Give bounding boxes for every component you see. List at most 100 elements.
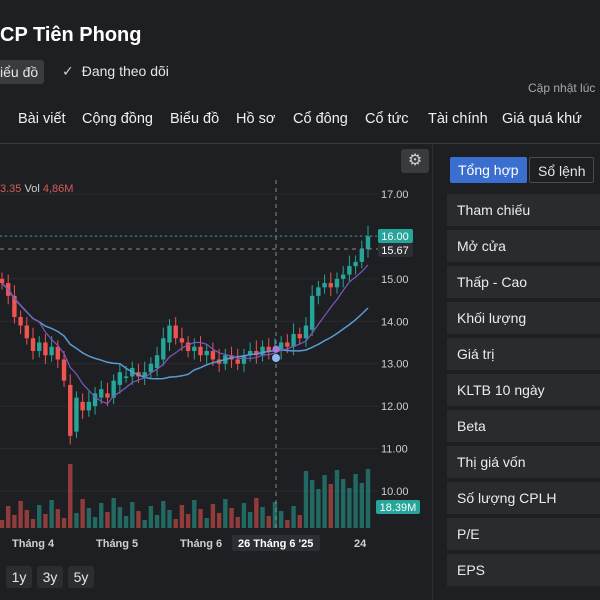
x-label-april: Tháng 4 [12, 538, 55, 550]
volume-bar [309, 480, 315, 528]
nav-item-profile[interactable]: Hồ sơ [236, 111, 276, 127]
volume-tag: 18.39M [376, 500, 420, 514]
svg-text:16.00: 16.00 [381, 231, 409, 243]
candle-body [55, 346, 61, 360]
volume-bar [43, 514, 48, 528]
y-tick-label: 11.00 [381, 444, 408, 456]
volume-bar [105, 512, 110, 528]
nav-item-price-history[interactable]: Giá quá khứ [502, 111, 582, 127]
ma-fast-line [1, 264, 369, 405]
volume-bar [216, 513, 222, 528]
y-tick-label: 13.00 [381, 359, 409, 371]
candle-body [18, 317, 23, 326]
range-1y-button[interactable]: 1y [6, 566, 32, 588]
volume-bar [192, 500, 197, 528]
volume-bar [359, 483, 364, 528]
volume-bar [61, 518, 67, 528]
volume-bar [241, 503, 247, 528]
candle-body [0, 278, 5, 284]
candle-body [340, 274, 346, 279]
summary-row-market-cap: Thị giá vốn [447, 446, 600, 478]
candle-body [254, 350, 259, 356]
volume-bar [303, 471, 309, 528]
candle-body [247, 350, 253, 356]
volume-bar [99, 503, 104, 528]
volume-bar [278, 511, 284, 528]
y-tick-label: 10.00 [381, 486, 409, 498]
volume-bar [204, 518, 209, 528]
legend-vol-value: 4,86M [42, 183, 74, 195]
volume-bar [117, 507, 123, 528]
volume-bar [260, 507, 265, 528]
nav-item-dividends[interactable]: Cổ tức [365, 111, 409, 127]
candle-body [43, 342, 48, 356]
candle-body [30, 338, 36, 351]
summary-row-low-high: Thấp - Cao [447, 266, 600, 298]
volume-bar [68, 464, 73, 528]
x-label-may: Tháng 5 [96, 538, 138, 550]
candle-body [241, 355, 247, 364]
nav-item-community[interactable]: Cộng đồng [82, 111, 153, 127]
candle-body [266, 346, 271, 351]
x-label-24: 24 [354, 538, 367, 550]
volume-bar [161, 501, 166, 528]
summary-row-eps: EPS [447, 554, 600, 586]
candle-body [92, 393, 98, 407]
volume-bar [229, 508, 234, 528]
volume-bar [198, 509, 203, 528]
ma-slow-line [1, 282, 369, 380]
volume-bar [6, 506, 11, 528]
candle-body [24, 325, 30, 339]
candle-body [365, 236, 371, 250]
volume-bar [173, 519, 178, 528]
candle-body [179, 338, 185, 343]
range-5y-button[interactable]: 5y [68, 566, 94, 588]
candle-body [167, 325, 172, 343]
range-3y-button[interactable]: 3y [37, 566, 63, 588]
volume-bar [74, 513, 79, 528]
volume-bar [328, 484, 333, 528]
nav-item-chart[interactable]: Biểu đồ [170, 111, 220, 127]
candle-body [80, 401, 85, 411]
volume-bar [24, 510, 30, 528]
price-chart-panel[interactable]: 17.00 15.00 14.00 13.00 12.00 11.00 10.00 16.0… [0, 144, 432, 600]
summary-row-avg-volume: KLTB 10 ngày [447, 374, 600, 406]
nav-item-shareholders[interactable]: Cổ đông [293, 111, 348, 127]
candle-body [61, 359, 67, 381]
candle-body [204, 350, 209, 356]
stock-title: CP Tiên Phong [0, 24, 142, 46]
legend-price: 3.35 [0, 183, 22, 195]
candle-body [291, 334, 296, 347]
volume-bar [365, 469, 371, 528]
volume-bar [266, 516, 271, 528]
candle-body [142, 372, 147, 377]
tab-summary[interactable]: Tổng hợp [450, 157, 527, 183]
volume-bar [123, 516, 129, 528]
candle-body [37, 342, 42, 351]
volume-bar [18, 501, 23, 528]
candle-body [148, 363, 154, 373]
chart-tab-button[interactable]: iểu đồ [0, 60, 45, 84]
follow-toggle[interactable]: ✓ Đang theo dõi [62, 63, 169, 80]
volume-bar [167, 510, 172, 528]
crosshair-date-label: 26 Tháng 6 '25 [238, 538, 313, 550]
volume-bar [55, 509, 61, 528]
nav-item-posts[interactable]: Bài viết [18, 111, 66, 127]
candle-body [185, 342, 191, 351]
volume-bar [130, 502, 135, 528]
volume-bar [340, 479, 346, 528]
summary-row-open: Mở cửa [447, 230, 600, 262]
summary-row-volume: Khối lượng [447, 302, 600, 334]
follow-label: Đang theo dõi [81, 63, 169, 79]
volume-bar [247, 512, 253, 528]
range-selector: 1y 3y 5y [6, 566, 99, 588]
nav-divider [0, 143, 600, 144]
nav-item-financials[interactable]: Tài chính [428, 111, 488, 127]
volume-bar [316, 489, 321, 528]
candle-body [309, 295, 315, 330]
candle-body [297, 334, 302, 339]
candlestick-chart[interactable]: 17.00 15.00 14.00 13.00 12.00 11.00 10.00 16.0… [0, 144, 432, 600]
tab-order-book[interactable]: Sổ lệnh [529, 157, 595, 183]
candle-body [285, 342, 290, 347]
chart-settings-button[interactable]: ⚙ [401, 149, 429, 173]
